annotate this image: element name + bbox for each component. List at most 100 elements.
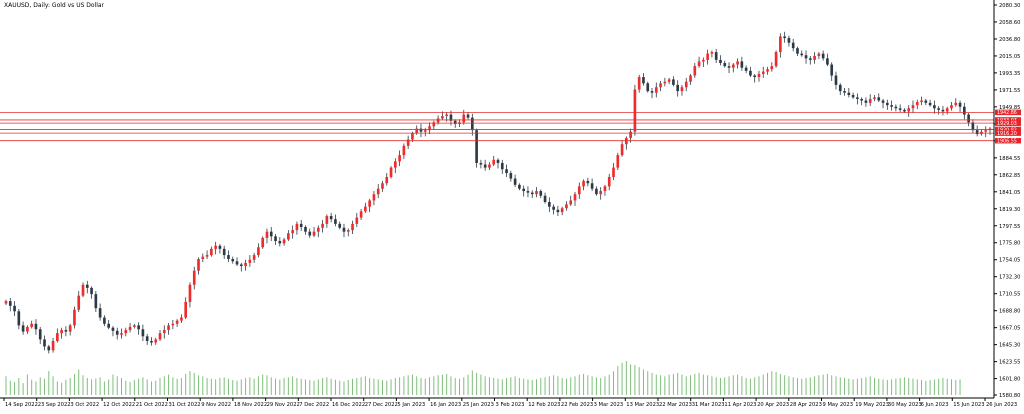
candle-body [513, 178, 517, 185]
y-tick-label: 1732.30 [999, 275, 1020, 281]
candle [890, 100, 893, 111]
candle-body [231, 258, 235, 262]
x-tick-label: 14 Sep 2022 [5, 402, 38, 408]
x-tick-label: 29 Nov 2022 [267, 402, 300, 408]
candle-body [633, 89, 637, 132]
y-tick-label: 1841.05 [999, 190, 1020, 196]
candle-body [680, 87, 684, 92]
candle-body [150, 340, 153, 343]
candle-body [945, 108, 949, 112]
candle [124, 327, 128, 337]
candle-body [436, 118, 440, 123]
candle-body [864, 100, 868, 103]
candle [800, 50, 804, 57]
candle-body [684, 81, 688, 88]
candle [299, 219, 303, 231]
candle [680, 84, 684, 96]
candle [137, 322, 140, 335]
candle [586, 177, 590, 187]
level-price-tag-text: 1929.03 [997, 121, 1017, 127]
candle-body [753, 75, 757, 78]
candle [175, 319, 179, 327]
candle [291, 225, 294, 239]
y-tick-label: 2036.80 [999, 37, 1020, 43]
candle [419, 123, 423, 138]
candle-body [834, 75, 838, 85]
x-tick-label: 16 Jan 2023 [430, 402, 461, 408]
y-tick-label: 1775.80 [999, 241, 1020, 247]
y-tick-label: 1949.85 [999, 105, 1020, 111]
candle [381, 180, 384, 192]
candle-body [663, 81, 667, 84]
candle-body [269, 231, 273, 237]
candle-body [77, 295, 81, 310]
candle [898, 104, 902, 113]
candle-body [860, 98, 863, 101]
x-tick-label: 30 May 2023 [888, 402, 922, 408]
candle-body [560, 208, 564, 213]
candle [642, 73, 645, 86]
candle [813, 52, 816, 64]
candle [826, 53, 829, 67]
candle-body [710, 52, 714, 54]
candle-body [813, 55, 816, 60]
x-tick-label: 3 Mar 2023 [594, 402, 624, 408]
candle-body [389, 167, 393, 178]
candle-body [928, 102, 932, 106]
candle-body [761, 71, 765, 74]
candle [351, 220, 354, 235]
candle-body [466, 114, 470, 118]
candle [821, 50, 825, 61]
candle [851, 92, 855, 99]
candle [359, 209, 363, 220]
candle-body [385, 177, 389, 184]
candle [856, 93, 859, 105]
candle [428, 122, 431, 135]
candle [744, 65, 748, 74]
candle [483, 159, 487, 171]
candle-body [381, 183, 384, 189]
candle [389, 166, 393, 179]
candle [723, 60, 727, 68]
candle [167, 323, 170, 335]
candle-body [291, 230, 294, 234]
candle [488, 162, 491, 170]
candle-body [757, 73, 761, 78]
candle [941, 105, 945, 116]
candle [766, 66, 769, 75]
horizontal-levels[interactable] [0, 111, 994, 142]
candle [338, 221, 342, 230]
candle-body [428, 126, 431, 131]
candle [60, 327, 63, 339]
candle-body [984, 130, 988, 132]
level-price-tag [995, 120, 1021, 126]
candle [21, 321, 25, 335]
candle-body [141, 329, 145, 337]
candle [693, 63, 697, 78]
candle [779, 33, 782, 58]
candle-body [612, 167, 615, 178]
candle-body [406, 139, 410, 146]
candle-body [907, 108, 911, 112]
candle-body [565, 204, 568, 209]
candle-body [731, 64, 735, 68]
candle-body [779, 36, 782, 53]
candle-body [885, 102, 889, 106]
candle [654, 82, 658, 98]
x-tick-label: 3 Oct 2022 [70, 402, 99, 408]
x-axis-labels: 14 Sep 2022 23 Sep 2022 3 Oct 2022 12 Oct 2… [5, 402, 1017, 408]
candle-body [830, 64, 834, 76]
candle-body [441, 116, 444, 119]
candle [569, 195, 573, 206]
candle-body [804, 55, 808, 59]
candle-body [68, 325, 72, 332]
candle-body [462, 114, 466, 123]
x-tick-label: 5 Jan 2023 [397, 402, 425, 408]
candle-body [47, 346, 51, 351]
candle [933, 100, 936, 114]
candle [573, 191, 577, 206]
candle [90, 286, 93, 299]
candle [860, 97, 863, 106]
